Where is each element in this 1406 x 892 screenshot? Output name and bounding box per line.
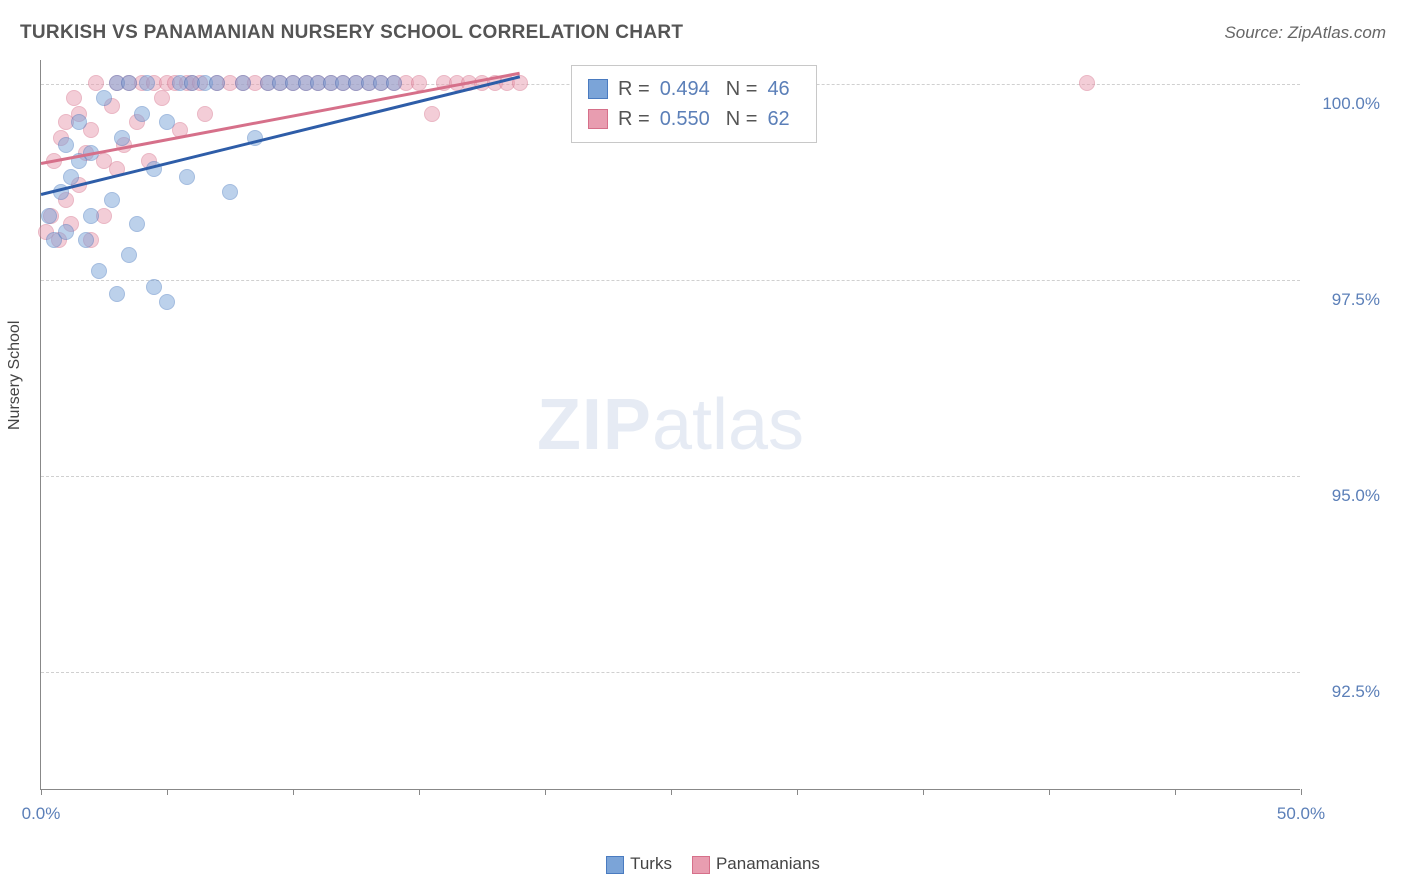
scatter-point (121, 247, 137, 263)
x-tick (419, 789, 420, 795)
scatter-point (114, 130, 130, 146)
scatter-point (146, 279, 162, 295)
x-tick (671, 789, 672, 795)
scatter-point (139, 75, 155, 91)
scatter-point (121, 75, 137, 91)
scatter-point (109, 286, 125, 302)
x-tick-label: 50.0% (1277, 804, 1325, 824)
y-tick-label: 95.0% (1310, 486, 1380, 506)
scatter-point (179, 169, 195, 185)
r-label: R = (618, 104, 650, 134)
scatter-point (134, 106, 150, 122)
legend-label: Panamanians (716, 854, 820, 873)
scatter-point (78, 232, 94, 248)
scatter-point (63, 169, 79, 185)
x-tick (41, 789, 42, 795)
gridline (41, 476, 1300, 477)
scatter-point (424, 106, 440, 122)
scatter-point (58, 224, 74, 240)
y-tick-label: 92.5% (1310, 682, 1380, 702)
scatter-point (1079, 75, 1095, 91)
x-tick (293, 789, 294, 795)
y-tick-label: 100.0% (1310, 94, 1380, 114)
legend-label: Turks (630, 854, 672, 873)
x-tick (1175, 789, 1176, 795)
watermark: ZIPatlas (537, 384, 804, 466)
scatter-point (71, 114, 87, 130)
legend-swatch (692, 856, 710, 874)
watermark-zip: ZIP (537, 385, 652, 465)
x-tick-label: 0.0% (22, 804, 61, 824)
n-label: N = (726, 74, 758, 104)
scatter-point (222, 184, 238, 200)
scatter-chart: ZIPatlas 92.5%95.0%97.5%100.0%0.0%50.0%R… (40, 60, 1300, 790)
scatter-point (197, 106, 213, 122)
scatter-point (235, 75, 251, 91)
r-value: 0.494 (660, 74, 710, 104)
source-label: Source: ZipAtlas.com (1224, 23, 1386, 43)
legend-row: R = 0.550 N = 62 (588, 104, 800, 134)
bottom-legend: Turks Panamanians (0, 854, 1406, 874)
scatter-point (104, 192, 120, 208)
x-tick (167, 789, 168, 795)
scatter-point (154, 90, 170, 106)
scatter-point (411, 75, 427, 91)
scatter-point (386, 75, 402, 91)
gridline (41, 280, 1300, 281)
scatter-point (88, 75, 104, 91)
watermark-atlas: atlas (652, 385, 804, 465)
n-value: 62 (767, 104, 789, 134)
legend-swatch (606, 856, 624, 874)
gridline (41, 672, 1300, 673)
y-axis-label: Nursery School (6, 321, 24, 430)
scatter-point (83, 208, 99, 224)
y-tick-label: 97.5% (1310, 290, 1380, 310)
chart-header: TURKISH VS PANAMANIAN NURSERY SCHOOL COR… (20, 22, 1386, 44)
scatter-point (96, 90, 112, 106)
x-tick (1049, 789, 1050, 795)
r-value: 0.550 (660, 104, 710, 134)
scatter-point (66, 90, 82, 106)
scatter-point (159, 294, 175, 310)
n-value: 46 (767, 74, 789, 104)
scatter-point (41, 208, 57, 224)
scatter-point (91, 263, 107, 279)
x-tick (545, 789, 546, 795)
r-label: R = (618, 74, 650, 104)
scatter-point (159, 114, 175, 130)
n-label: N = (726, 104, 758, 134)
chart-title: TURKISH VS PANAMANIAN NURSERY SCHOOL COR… (20, 22, 683, 44)
stats-legend: R = 0.494 N = 46 R = 0.550 N = 62 (571, 65, 817, 143)
legend-row: R = 0.494 N = 46 (588, 74, 800, 104)
x-tick (923, 789, 924, 795)
legend-swatch (588, 79, 608, 99)
legend-swatch (588, 109, 608, 129)
x-tick (1301, 789, 1302, 795)
trend-line (41, 76, 520, 196)
scatter-point (58, 137, 74, 153)
x-tick (797, 789, 798, 795)
scatter-point (129, 216, 145, 232)
scatter-point (209, 75, 225, 91)
